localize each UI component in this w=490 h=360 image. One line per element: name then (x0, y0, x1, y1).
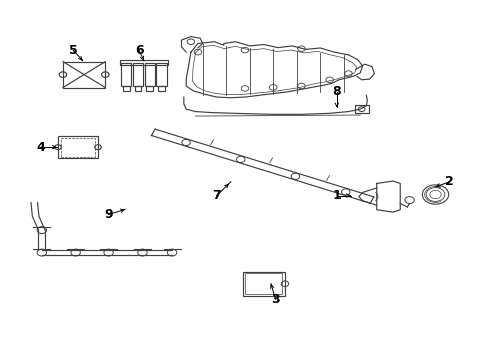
Text: 4: 4 (36, 141, 45, 154)
Circle shape (71, 249, 80, 256)
Text: 6: 6 (135, 44, 144, 57)
Circle shape (37, 227, 47, 234)
Circle shape (138, 249, 147, 256)
Bar (121, 63, 131, 86)
Bar (120, 60, 168, 65)
Circle shape (37, 249, 47, 256)
Text: 7: 7 (212, 189, 221, 202)
Bar (147, 86, 153, 91)
Bar (158, 86, 165, 91)
Circle shape (168, 249, 177, 256)
Bar (63, 62, 105, 87)
Bar (61, 138, 95, 157)
Bar (135, 86, 141, 91)
Text: 3: 3 (271, 293, 280, 306)
Text: 1: 1 (332, 189, 341, 202)
Text: 8: 8 (332, 85, 341, 98)
Bar (123, 86, 129, 91)
Text: 5: 5 (69, 44, 78, 57)
Bar (245, 273, 282, 294)
Bar (243, 271, 285, 296)
Text: 9: 9 (104, 208, 113, 221)
Bar (156, 63, 167, 86)
Bar (355, 105, 368, 113)
Circle shape (104, 249, 113, 256)
Bar (58, 136, 98, 158)
Bar (145, 63, 155, 86)
Text: 2: 2 (445, 175, 454, 188)
Bar (133, 63, 143, 86)
